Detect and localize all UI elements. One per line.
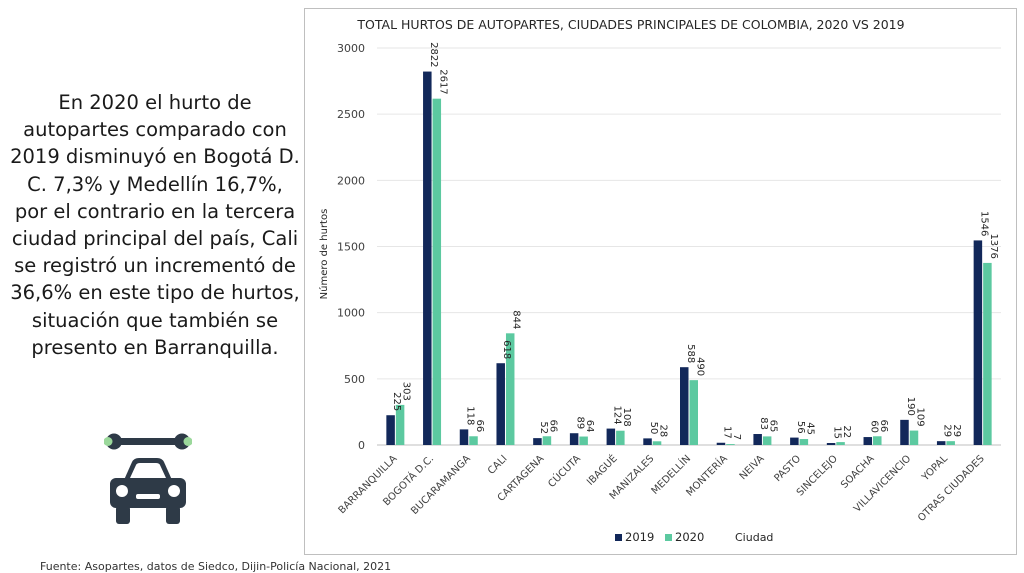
y-tick-label: 500: [344, 373, 365, 386]
data-label: 2822: [428, 42, 439, 67]
bar-chart: TOTAL HURTOS DE AUTOPARTES, CIUDADES PRI…: [318, 17, 1001, 544]
data-label: 66: [547, 420, 558, 433]
x-tick-label: CÚCUTA: [545, 452, 583, 490]
summary-text: En 2020 el hurto de autopartes comparado…: [10, 91, 300, 359]
bar-2020: [983, 262, 992, 445]
bar-2020: [469, 436, 478, 445]
data-label: 60: [868, 420, 879, 433]
bar-2019: [900, 419, 909, 445]
wrench-car-icon: [104, 433, 192, 524]
chart-title: TOTAL HURTOS DE AUTOPARTES, CIUDADES PRI…: [356, 17, 904, 32]
data-label: 15: [832, 426, 843, 439]
bar-2020: [432, 98, 442, 446]
bar-2019: [863, 437, 873, 445]
y-tick-label: 2500: [337, 108, 365, 121]
bar-2019: [606, 428, 616, 445]
bar-2020: [616, 430, 625, 445]
bar-2020: [542, 436, 552, 445]
legend-label-2019: 2019: [625, 530, 654, 544]
bar-2019: [826, 443, 836, 445]
data-label: 66: [474, 420, 485, 433]
x-tick-label: NEIVA: [738, 453, 767, 482]
data-label: 29: [942, 424, 953, 437]
bar-2020: [799, 439, 809, 445]
data-label: 303: [401, 382, 412, 401]
data-label: 52: [538, 421, 549, 434]
y-tick-label: 0: [358, 439, 365, 452]
legend-swatch-2019: [615, 534, 622, 541]
data-label: 45: [804, 422, 815, 435]
bar-2019: [569, 433, 579, 445]
bar-2019: [533, 438, 542, 445]
data-label: 190: [905, 397, 916, 416]
y-axis-label: Número de hurtos: [318, 209, 330, 300]
data-label: 1546: [978, 211, 989, 236]
bar-2020: [946, 441, 955, 445]
bar-2019: [716, 442, 726, 445]
data-label: 17: [721, 426, 732, 439]
chart-frame: TOTAL HURTOS DE AUTOPARTES, CIUDADES PRI…: [304, 8, 1017, 555]
bar-2020: [762, 436, 772, 445]
data-label: 2617: [437, 69, 448, 94]
data-label: 490: [694, 357, 705, 376]
x-tick-label: OTRAS CIUDADES: [916, 453, 987, 524]
y-tick-label: 1500: [337, 241, 365, 254]
x-tick-label: IBAGUÉ: [584, 452, 620, 488]
data-label: 22: [841, 425, 852, 438]
data-label: 64: [584, 420, 595, 433]
data-label: 83: [758, 417, 769, 430]
data-label: 108: [621, 408, 632, 427]
data-label: 118: [465, 406, 476, 425]
bar-2020: [505, 333, 515, 445]
data-label: 844: [511, 310, 522, 329]
legend-label-2020: 2020: [675, 530, 704, 544]
bar-2019: [386, 415, 395, 445]
x-tick-label: CALI: [486, 453, 510, 477]
legend-swatch-2020: [665, 534, 672, 541]
data-label: 225: [391, 392, 402, 411]
source-note: Fuente: Asopartes, datos de Siedco, Diji…: [40, 560, 392, 573]
data-label: 109: [914, 407, 925, 426]
bar-2019: [423, 71, 432, 445]
data-label: 1376: [988, 233, 999, 258]
bar-2019: [680, 367, 689, 445]
y-tick-label: 2000: [337, 174, 365, 187]
bar-2019: [936, 441, 946, 445]
x-tick-label: SOACHA: [839, 453, 877, 491]
data-label: 56: [795, 421, 806, 434]
data-label: 618: [501, 340, 512, 359]
data-label: 588: [685, 344, 696, 363]
bar-2020: [873, 436, 882, 445]
x-axis-label: Ciudad: [735, 531, 773, 544]
bar-2020: [689, 380, 698, 445]
data-label: 50: [648, 422, 659, 435]
data-label: 124: [611, 405, 622, 424]
bar-2020: [579, 436, 588, 445]
data-label: 29: [951, 424, 962, 437]
data-label: 89: [575, 416, 586, 429]
bar-2020: [652, 441, 662, 445]
bar-2019: [790, 437, 799, 445]
x-tick-label: PASTO: [772, 453, 803, 484]
bar-2020: [395, 404, 405, 445]
bar-2019: [459, 429, 469, 445]
bar-2020: [836, 442, 845, 445]
bar-2019: [643, 438, 652, 445]
data-label: 66: [878, 420, 889, 433]
bar-2019: [753, 434, 762, 445]
y-tick-label: 1000: [337, 307, 365, 320]
bar-2019: [973, 240, 983, 445]
data-label: 28: [658, 425, 669, 438]
data-label: 7: [731, 434, 742, 440]
x-tick-label: YOPAL: [919, 453, 950, 484]
data-label: 65: [768, 420, 779, 433]
bar-2020: [726, 444, 735, 445]
bar-2019: [496, 363, 505, 445]
bar-2020: [909, 430, 919, 445]
y-tick-label: 3000: [337, 42, 365, 55]
